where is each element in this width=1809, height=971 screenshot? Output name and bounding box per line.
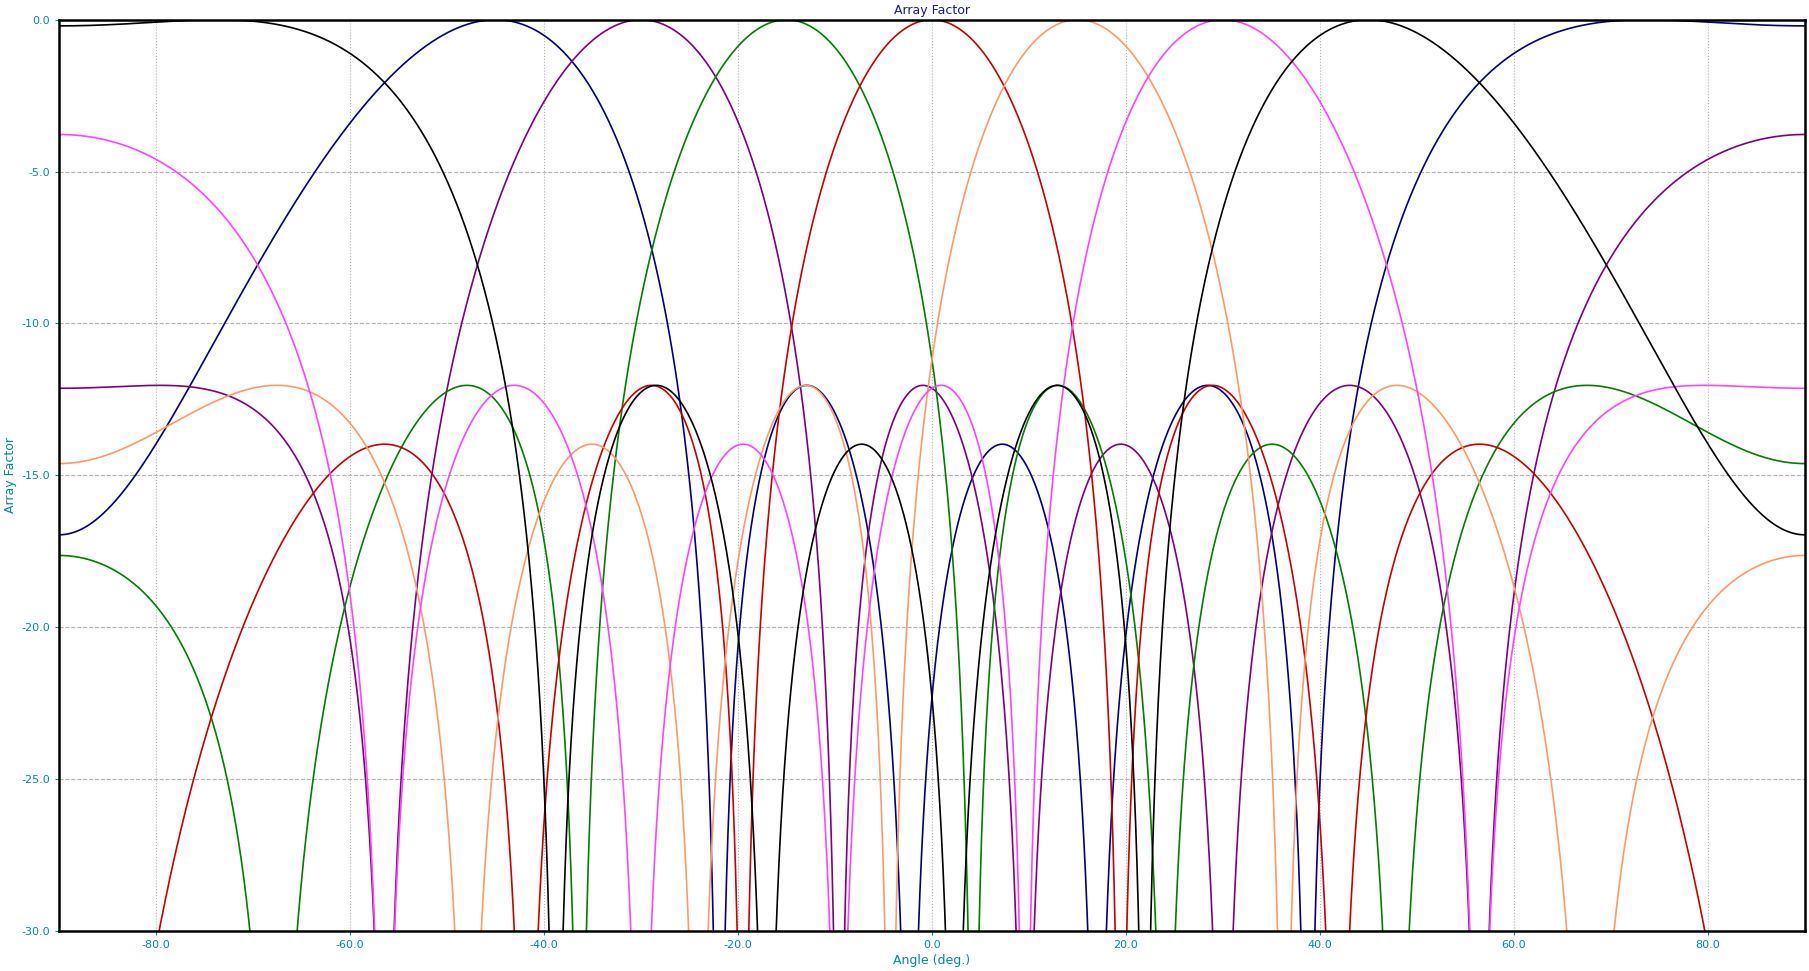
Y-axis label: Array Factor: Array Factor	[4, 437, 16, 514]
X-axis label: Angle (deg.): Angle (deg.)	[894, 954, 971, 967]
Title: Array Factor: Array Factor	[894, 4, 970, 17]
